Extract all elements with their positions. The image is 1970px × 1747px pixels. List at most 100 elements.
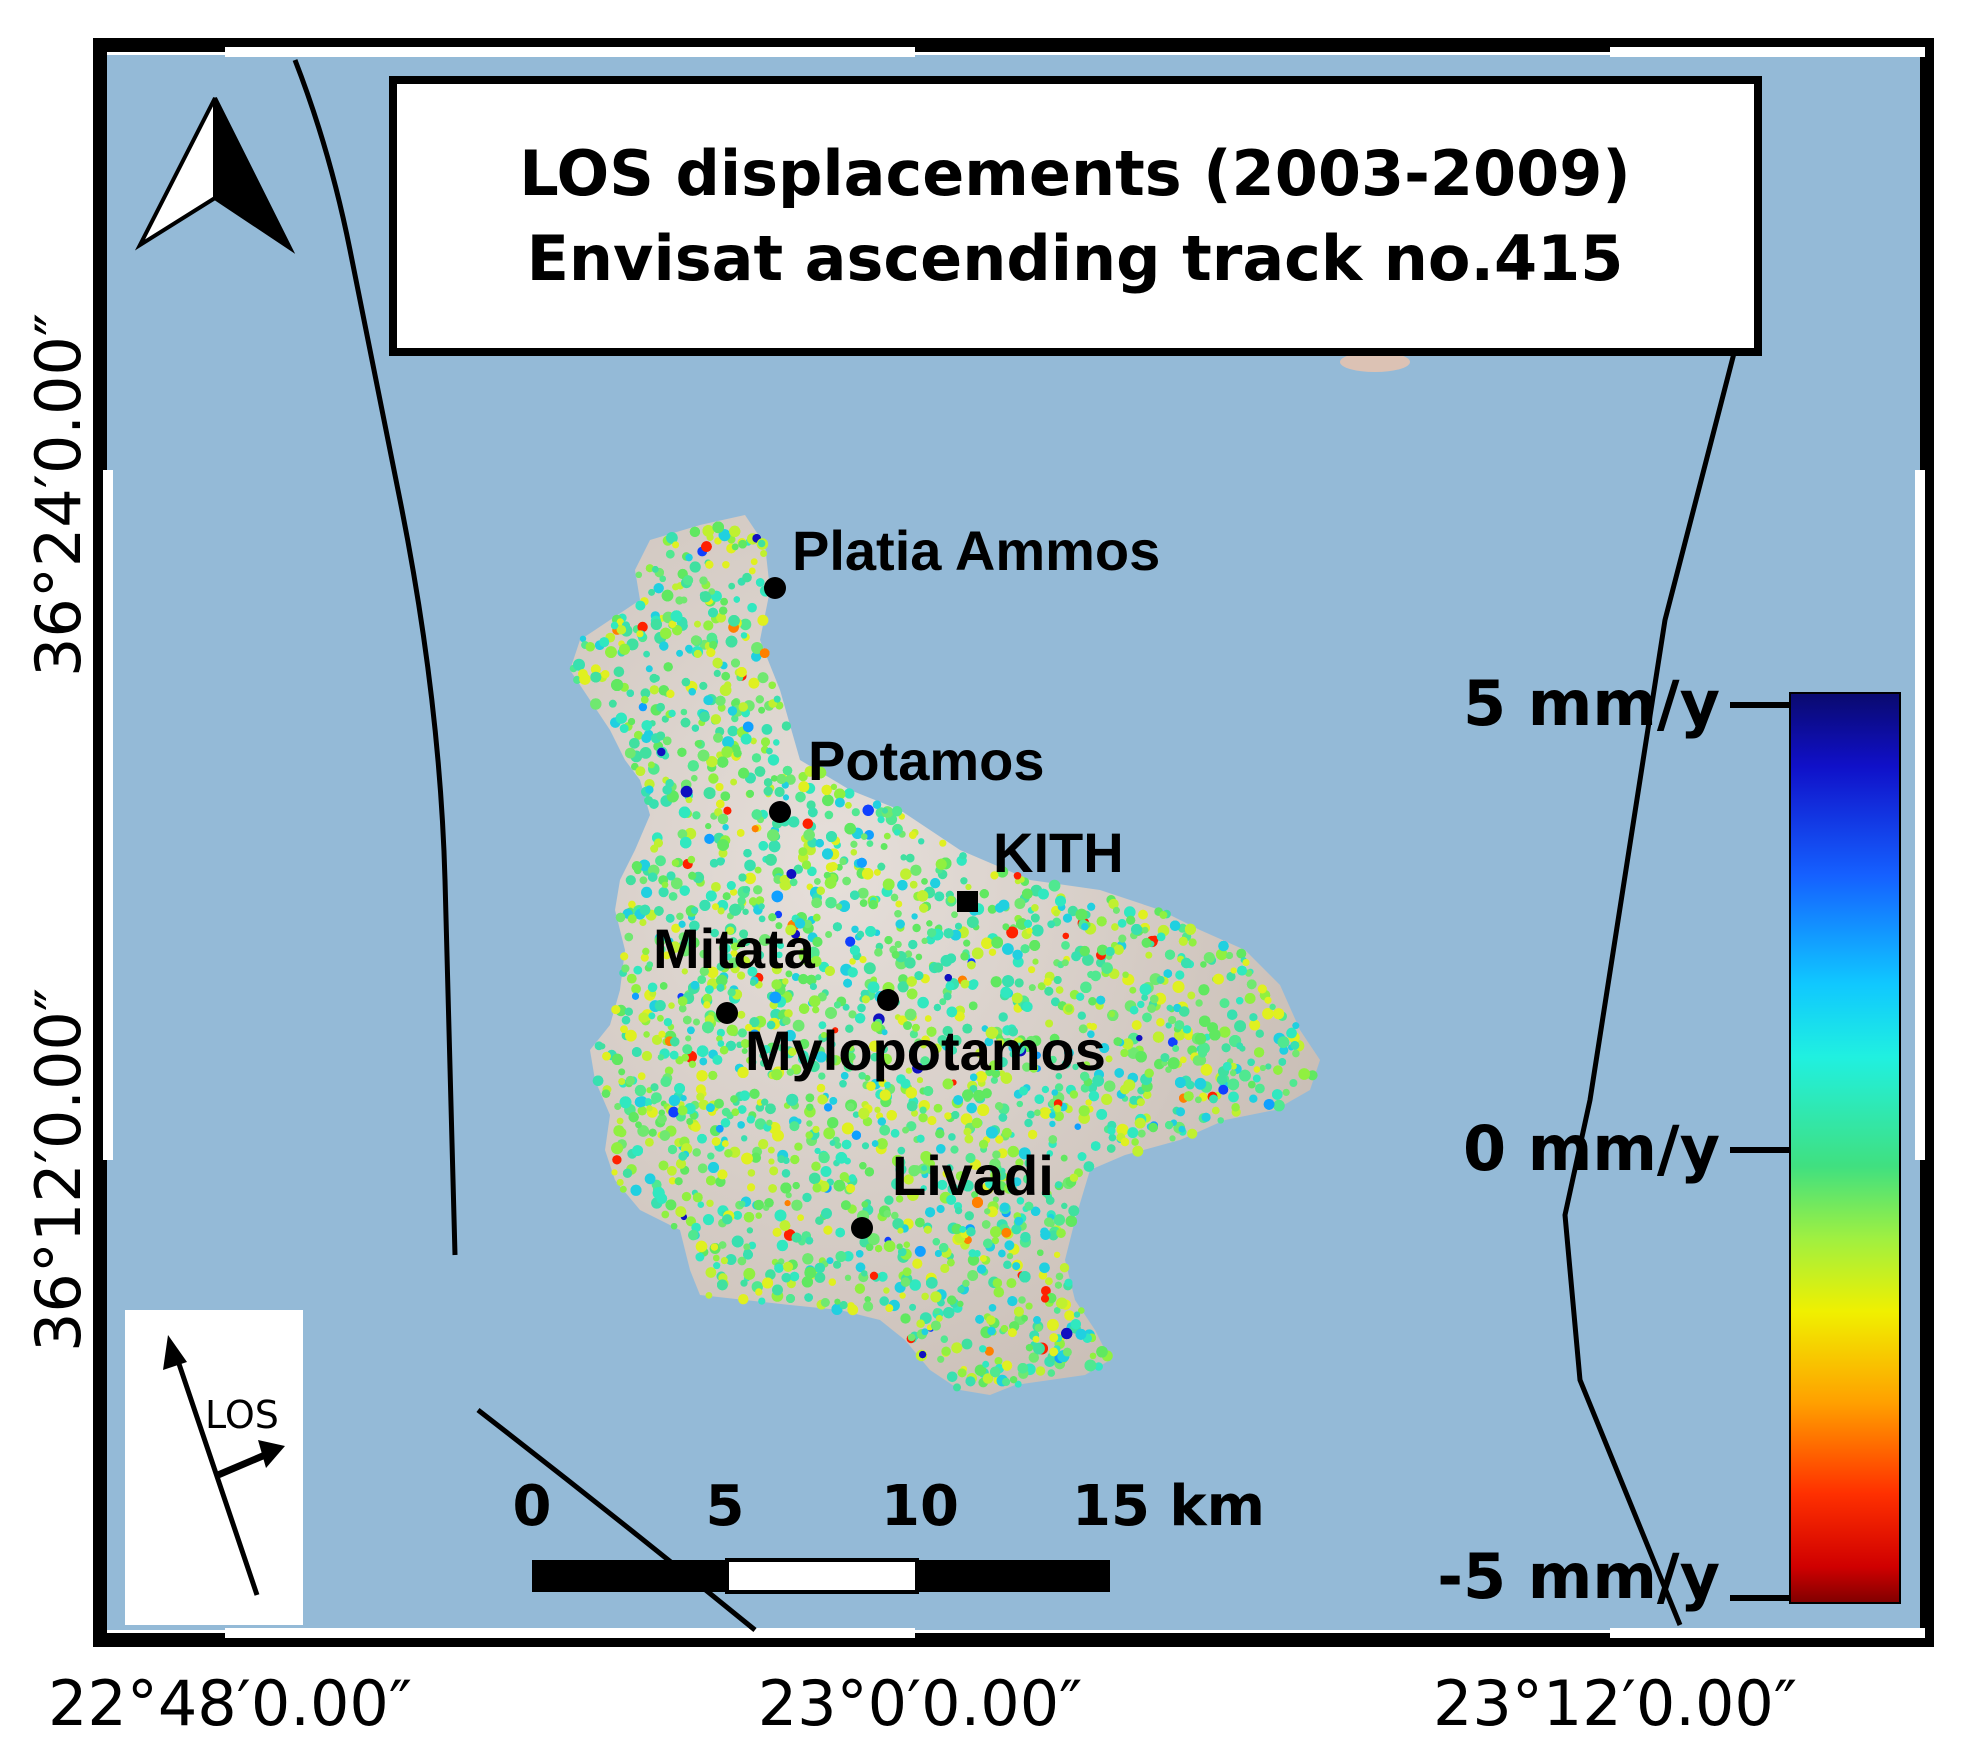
ps-point — [635, 766, 646, 776]
ps-point — [1062, 1347, 1072, 1357]
ps-point — [627, 914, 637, 924]
ps-point — [1025, 1344, 1034, 1352]
ps-point — [747, 966, 758, 977]
ps-point — [823, 1127, 836, 1140]
ps-point — [611, 1169, 618, 1176]
ps-point — [739, 1090, 750, 1101]
ps-point — [689, 561, 701, 573]
ps-point — [716, 1028, 726, 1037]
colorbar-mid-label: 0 mm/y — [1463, 1112, 1720, 1185]
ps-point — [703, 1001, 711, 1009]
ps-point — [962, 1023, 973, 1034]
ps-point — [833, 1260, 842, 1269]
ps-point — [725, 953, 732, 961]
ps-point — [643, 1098, 653, 1107]
ps-point — [611, 1005, 621, 1015]
ps-point — [761, 737, 770, 747]
ps-point — [755, 1103, 765, 1112]
ps-point — [1048, 1135, 1058, 1144]
ps-point — [849, 958, 856, 965]
ps-point — [920, 1056, 930, 1066]
ps-point — [821, 784, 832, 796]
ps-point — [723, 806, 732, 815]
ps-point — [702, 1021, 714, 1034]
ps-point — [866, 840, 874, 847]
ps-point — [933, 1103, 943, 1113]
ps-point — [643, 650, 650, 658]
ps-point — [810, 956, 822, 967]
ps-point — [806, 1120, 813, 1127]
ps-point — [731, 714, 739, 723]
ps-point — [661, 589, 674, 602]
ps-point — [1055, 986, 1064, 994]
marker-mitata — [716, 1002, 738, 1024]
ps-point — [749, 897, 758, 906]
ps-point — [795, 791, 806, 803]
ps-point — [692, 811, 701, 820]
ps-point — [979, 1345, 987, 1353]
ps-point — [637, 621, 648, 633]
ps-point — [1131, 1138, 1139, 1146]
ps-point — [743, 1243, 751, 1251]
ps-point — [641, 720, 653, 731]
ps-point — [877, 862, 886, 871]
ps-point — [900, 854, 907, 861]
ps-point — [634, 1096, 646, 1108]
ps-point — [841, 1122, 854, 1135]
ps-point — [743, 849, 752, 858]
ps-point — [699, 949, 708, 959]
los-arrowhead-icon — [258, 1440, 285, 1468]
ps-point — [717, 907, 725, 915]
ps-point — [648, 761, 655, 769]
ps-point — [1016, 1100, 1023, 1108]
ps-point — [1028, 1352, 1040, 1363]
ps-point — [599, 637, 610, 647]
ps-point — [833, 1179, 846, 1192]
ps-point — [798, 781, 810, 793]
ps-point — [1033, 1316, 1041, 1324]
ps-point — [960, 979, 970, 989]
ps-point — [1230, 1062, 1237, 1070]
ps-point — [900, 1313, 911, 1324]
ps-point — [619, 1096, 632, 1109]
ps-point — [808, 995, 821, 1007]
ps-point — [758, 706, 766, 714]
ps-point — [988, 948, 997, 956]
ps-point — [666, 871, 676, 881]
ps-point — [807, 866, 817, 877]
ps-point — [632, 992, 639, 1000]
ps-point — [947, 1258, 955, 1267]
ps-point — [957, 1368, 967, 1378]
ps-point — [737, 1066, 749, 1078]
ps-point — [676, 649, 683, 657]
ps-point — [1167, 1037, 1178, 1047]
ps-point — [759, 648, 770, 658]
ps-point — [758, 1297, 766, 1305]
ps-point — [754, 1118, 767, 1130]
ps-point — [1236, 1042, 1243, 1050]
ps-point — [1016, 918, 1028, 930]
ps-point — [747, 1169, 756, 1177]
ps-point — [714, 1098, 724, 1109]
ps-point — [916, 1134, 925, 1143]
ps-point — [679, 885, 690, 896]
ps-point — [792, 1019, 805, 1032]
ps-point — [599, 1043, 606, 1050]
ps-point — [680, 1095, 687, 1102]
ps-point — [742, 886, 751, 894]
ps-point — [984, 1037, 994, 1047]
ps-point — [908, 1165, 920, 1177]
ps-point — [736, 667, 747, 678]
ps-point — [767, 1146, 775, 1154]
ps-point — [806, 883, 814, 891]
ps-point — [779, 1220, 791, 1231]
ps-point — [915, 1217, 925, 1228]
ps-point — [963, 939, 971, 947]
ps-point — [1116, 1123, 1129, 1136]
ps-point — [668, 709, 676, 718]
ps-point — [730, 1095, 738, 1103]
ps-point — [1077, 1152, 1087, 1161]
ps-point — [784, 1029, 796, 1042]
ps-point — [758, 915, 766, 923]
ps-point — [1126, 915, 1136, 925]
